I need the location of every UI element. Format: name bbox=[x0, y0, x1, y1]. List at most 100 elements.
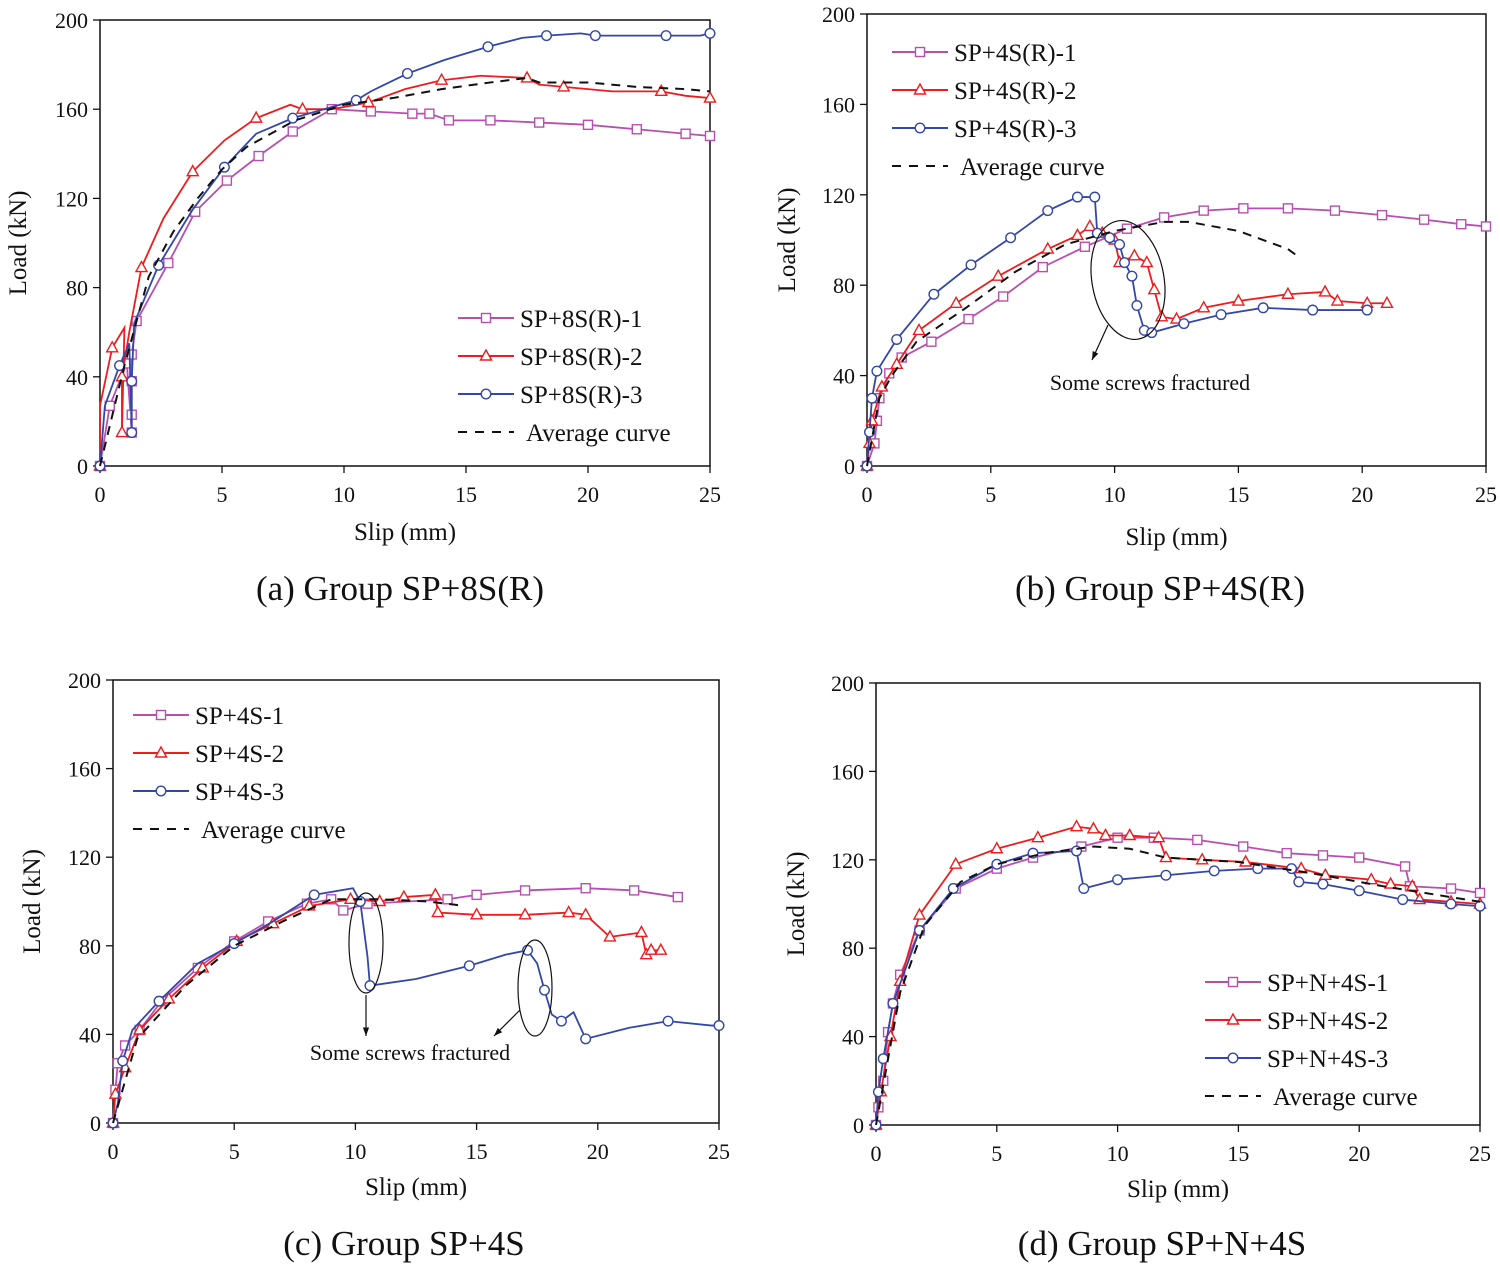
data-point bbox=[654, 942, 668, 955]
plot-frame bbox=[99, 19, 711, 467]
data-point bbox=[482, 41, 494, 53]
data-point bbox=[163, 257, 174, 269]
y-tick-label: 80 bbox=[66, 276, 88, 301]
subplot-d: 0 5 10 15 20 25 0 40 80 120 160 200 Slip (mm) Load (k… bbox=[783, 671, 1491, 1263]
y-axis-label: Load (kN) bbox=[774, 188, 801, 293]
y-axis-label: Load (kN) bbox=[19, 849, 46, 954]
legend-marker bbox=[155, 709, 167, 721]
data-point bbox=[863, 426, 875, 438]
legend-marker bbox=[1227, 976, 1239, 988]
series-line bbox=[112, 887, 678, 1124]
x-tick-label: 10 bbox=[1107, 1141, 1129, 1166]
legend-entry: SP+4S(R)-1 bbox=[892, 40, 1076, 67]
legend-entry: SP+N+4S-2 bbox=[1205, 1008, 1388, 1035]
legend-label: Average curve bbox=[1273, 1084, 1418, 1111]
subplot-c: 0 5 10 15 20 25 0 40 80 120 160 200 Slip (mm) Load (k… bbox=[19, 668, 730, 1263]
data-point bbox=[1252, 863, 1264, 875]
data-point bbox=[1418, 214, 1430, 225]
data-point bbox=[126, 375, 138, 387]
data-point bbox=[325, 894, 337, 905]
data-point bbox=[662, 1015, 674, 1027]
data-point bbox=[365, 106, 377, 117]
data-point bbox=[434, 72, 449, 85]
x-tick-label: 25 bbox=[699, 482, 721, 507]
data-point bbox=[1160, 869, 1172, 881]
series-line bbox=[99, 74, 711, 466]
series-line bbox=[99, 108, 711, 467]
x-axis-label: Slip (mm) bbox=[365, 1174, 467, 1201]
data-point bbox=[871, 365, 883, 377]
annotation-ellipse bbox=[517, 939, 553, 1037]
data-point bbox=[555, 1015, 567, 1027]
data-point bbox=[644, 942, 658, 955]
data-point bbox=[912, 322, 926, 336]
legend-marker bbox=[480, 312, 492, 324]
series-SP+8S(R)-3 bbox=[94, 27, 716, 472]
subplot-b: 0 5 10 15 20 25 0 40 80 120 160 200 Slip (mm) Load (k… bbox=[774, 2, 1497, 608]
series-line bbox=[875, 825, 1481, 1126]
data-point bbox=[887, 997, 899, 1009]
data-point bbox=[1112, 874, 1124, 886]
y-tick-label: 200 bbox=[55, 8, 88, 33]
data-point bbox=[949, 295, 963, 308]
data-point bbox=[287, 112, 299, 124]
data-point bbox=[338, 905, 349, 916]
data-point bbox=[1131, 300, 1143, 312]
data-point bbox=[1318, 284, 1332, 297]
series-SP+4S(R)-1 bbox=[861, 203, 1492, 472]
series-SP+N+4S-2 bbox=[869, 819, 1487, 1130]
data-point bbox=[578, 907, 593, 920]
data-point bbox=[424, 108, 435, 119]
subplot-caption: (d) Group SP+N+4S bbox=[1018, 1224, 1306, 1263]
data-point bbox=[1364, 872, 1378, 885]
legend-marker bbox=[913, 82, 927, 95]
series-SP+4S-2 bbox=[106, 887, 668, 1128]
x-tick-label: 15 bbox=[466, 1139, 488, 1164]
data-point bbox=[1380, 295, 1394, 308]
data-point bbox=[372, 894, 387, 907]
legend-entry: SP+N+4S-3 bbox=[1205, 1046, 1388, 1073]
y-tick-label: 200 bbox=[831, 671, 864, 696]
x-tick-label: 20 bbox=[577, 482, 599, 507]
legend-entry: SP+N+4S-1 bbox=[1205, 970, 1388, 997]
data-point bbox=[1127, 248, 1142, 261]
data-point bbox=[520, 70, 534, 83]
data-point bbox=[350, 94, 362, 106]
legend-marker bbox=[480, 388, 492, 400]
legend-entry: SP+8S(R)-1 bbox=[458, 306, 642, 333]
data-point bbox=[580, 883, 591, 894]
legend-label: SP+N+4S-2 bbox=[1267, 1008, 1388, 1035]
data-point bbox=[1208, 865, 1220, 877]
legend-entry: SP+8S(R)-3 bbox=[458, 382, 642, 409]
legend-entry: Average curve bbox=[1205, 1084, 1418, 1111]
series-SP+4S(R)-3 bbox=[861, 191, 1373, 472]
data-point bbox=[949, 856, 963, 869]
legend-entry: SP+4S-1 bbox=[133, 703, 284, 730]
data-point bbox=[1069, 819, 1084, 832]
data-point bbox=[442, 894, 453, 905]
data-point bbox=[926, 336, 937, 347]
data-point bbox=[634, 925, 649, 938]
data-point bbox=[534, 117, 545, 128]
data-point bbox=[556, 79, 571, 92]
series-line bbox=[866, 207, 1487, 467]
data-point bbox=[126, 427, 138, 439]
data-point bbox=[1353, 885, 1365, 897]
data-point bbox=[287, 126, 298, 137]
x-tick-label: 25 bbox=[1469, 1141, 1491, 1166]
y-tick-label: 0 bbox=[853, 1113, 864, 1138]
legend-label: SP+4S(R)-2 bbox=[954, 78, 1076, 105]
data-point bbox=[518, 907, 532, 920]
data-point bbox=[991, 268, 1005, 281]
y-axis-label: Load (kN) bbox=[783, 852, 810, 957]
data-point bbox=[713, 1020, 725, 1032]
legend-label: Average curve bbox=[526, 420, 671, 447]
data-point bbox=[1399, 861, 1411, 872]
data-point bbox=[1353, 852, 1365, 863]
y-tick-label: 160 bbox=[55, 97, 88, 122]
series-line bbox=[112, 898, 465, 1124]
data-point bbox=[134, 260, 149, 273]
data-point bbox=[963, 313, 974, 325]
